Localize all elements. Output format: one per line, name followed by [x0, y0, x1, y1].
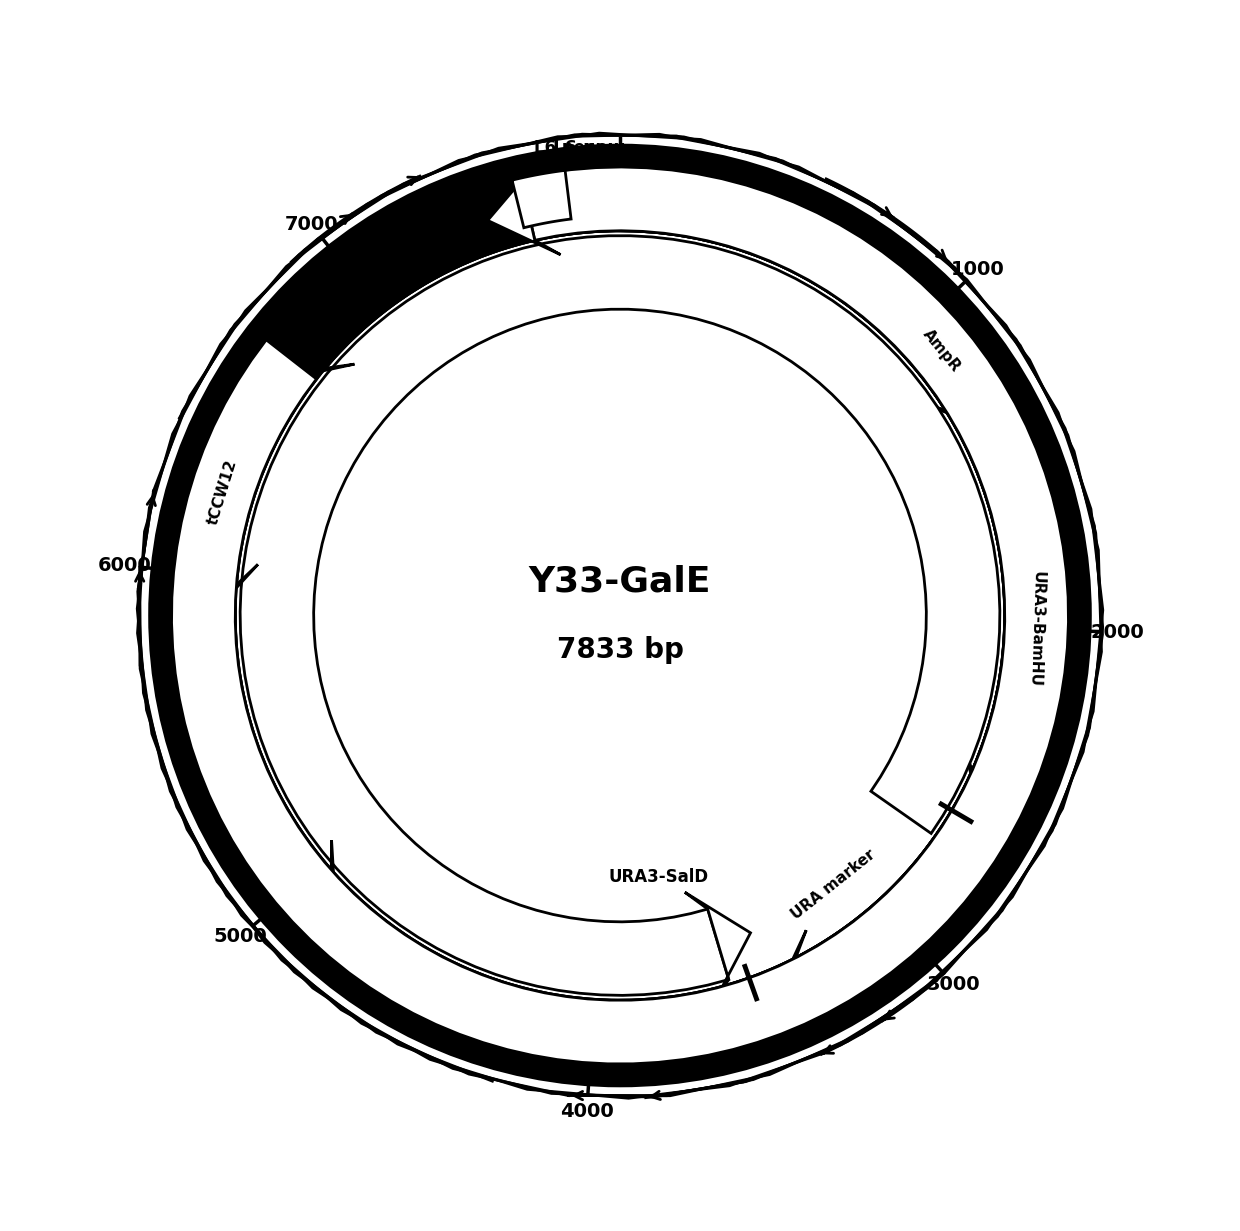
- Polygon shape: [157, 550, 258, 624]
- Polygon shape: [684, 892, 750, 1007]
- Text: L6 new: L6 new: [553, 139, 625, 158]
- Text: CEN1: CEN1: [218, 751, 253, 803]
- Polygon shape: [487, 154, 560, 255]
- Polygon shape: [773, 931, 858, 1018]
- Text: 1000: 1000: [951, 260, 1004, 279]
- Text: 3000: 3000: [926, 975, 981, 993]
- Polygon shape: [796, 831, 992, 1014]
- Polygon shape: [967, 421, 1069, 796]
- Polygon shape: [963, 742, 1059, 821]
- Text: PGK1: PGK1: [352, 255, 403, 298]
- Text: ARS1: ARS1: [498, 1007, 554, 1037]
- Polygon shape: [252, 841, 336, 921]
- Text: URA3-BamHU: URA3-BamHU: [1027, 571, 1045, 688]
- Text: 5000: 5000: [213, 927, 267, 947]
- Text: URA3-SalD: URA3-SalD: [609, 868, 709, 886]
- Polygon shape: [512, 170, 572, 228]
- Text: AmpR: AmpR: [920, 326, 963, 375]
- Polygon shape: [171, 167, 1069, 1064]
- Text: tCCW12: tCCW12: [205, 458, 239, 527]
- Polygon shape: [172, 167, 1069, 1064]
- Text: URA marker: URA marker: [789, 847, 878, 922]
- Text: 4000: 4000: [559, 1103, 614, 1121]
- Polygon shape: [856, 261, 999, 410]
- Text: L6 new: L6 new: [533, 139, 600, 158]
- Text: 2000: 2000: [1090, 623, 1145, 641]
- Polygon shape: [171, 167, 1069, 1045]
- Text: URA3: URA3: [862, 912, 913, 959]
- Text: 7833 bp: 7833 bp: [557, 636, 683, 664]
- Polygon shape: [275, 294, 355, 382]
- Text: 6000: 6000: [98, 556, 151, 575]
- Text: Y33-GalE: Y33-GalE: [528, 564, 712, 598]
- Polygon shape: [241, 236, 999, 996]
- Text: 7000: 7000: [285, 215, 339, 234]
- Polygon shape: [171, 167, 1069, 1064]
- Polygon shape: [916, 342, 999, 430]
